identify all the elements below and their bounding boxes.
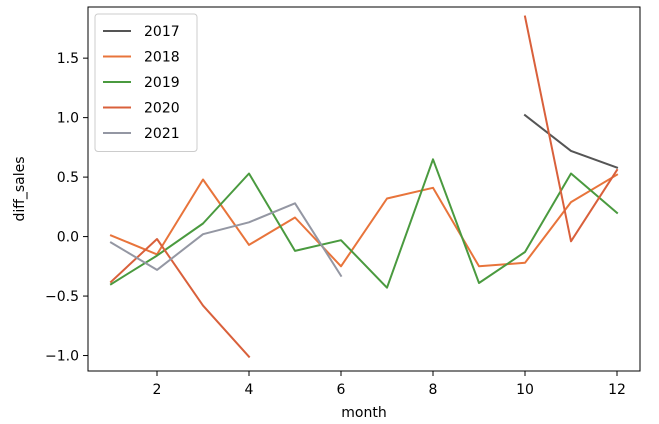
legend-box — [94, 13, 198, 152]
y-tick-label: −0.5 — [45, 289, 79, 305]
legend-label-2021: 2021 — [144, 126, 180, 142]
series-line-2021 — [109, 202, 343, 278]
x-tick-label: 12 — [608, 382, 626, 398]
x-tick-label: 6 — [337, 382, 346, 398]
y-tick-label: 0.0 — [57, 230, 79, 246]
x-tick-label: 4 — [245, 382, 254, 398]
legend-label-2017: 2017 — [144, 24, 180, 40]
y-tick-label: 1.5 — [57, 51, 79, 67]
x-axis-label: month — [341, 405, 386, 421]
ticks-layer: 2 4 6 8 10 12 −1.0 −0.5 0.0 0.5 1.0 1.5 — [45, 51, 626, 398]
y-tick-label: 0.5 — [57, 170, 79, 186]
y-tick-label: 1.0 — [57, 111, 79, 127]
series-layer — [109, 15, 619, 359]
x-tick-label: 8 — [429, 382, 438, 398]
series-line-2020 — [109, 238, 251, 359]
series-line-2020 — [523, 15, 619, 243]
x-tick-label: 10 — [516, 382, 534, 398]
series-line-2018 — [109, 173, 619, 268]
series-line-2019 — [109, 158, 619, 289]
legend-label-2020: 2020 — [144, 101, 180, 117]
legend-label-2018: 2018 — [144, 50, 180, 66]
y-tick-label: −1.0 — [45, 349, 79, 365]
legend-label-2019: 2019 — [144, 75, 180, 91]
legend: 2017 2018 2019 2020 2021 — [94, 13, 198, 152]
y-axis-label: diff_sales — [12, 156, 28, 221]
series-line-2017 — [523, 113, 619, 169]
plot-frame — [87, 6, 641, 372]
x-tick-label: 2 — [153, 382, 162, 398]
